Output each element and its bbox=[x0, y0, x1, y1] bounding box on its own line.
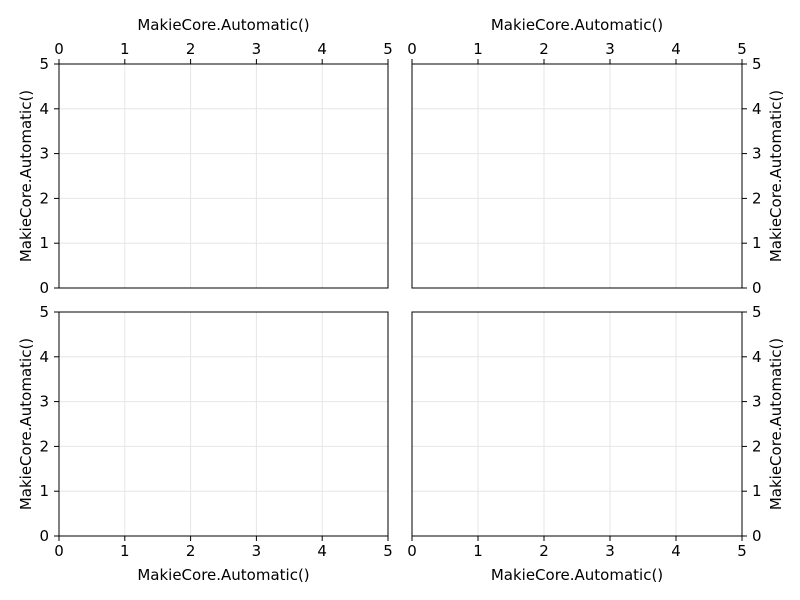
x-tick-label: 4 bbox=[317, 542, 327, 560]
y-tick-label: 2 bbox=[39, 189, 49, 207]
x-tick-label: 5 bbox=[737, 542, 747, 560]
y-tick-label: 2 bbox=[752, 437, 762, 455]
y-tick-label: 1 bbox=[752, 482, 762, 500]
x-tick-label: 4 bbox=[671, 40, 681, 58]
x-tick-label: 4 bbox=[671, 542, 681, 560]
y-tick-label: 5 bbox=[39, 55, 49, 73]
y-tick-label: 3 bbox=[39, 393, 49, 411]
x-tick-label: 3 bbox=[252, 40, 262, 58]
y-tick-label: 0 bbox=[39, 279, 49, 297]
axis-bottom-right: 0 1 2 3 4 5 MakieCore.Automatic() 0 1 2 3 4 5 MakieCo… bbox=[407, 303, 785, 584]
axis-frame bbox=[58, 63, 389, 289]
y-axis-label: MakieCore.Automatic() bbox=[17, 338, 35, 510]
x-axis-label: MakieCore.Automatic() bbox=[137, 566, 309, 584]
x-tick-label: 2 bbox=[186, 542, 196, 560]
axis-frame bbox=[411, 311, 743, 537]
y-tick-label: 2 bbox=[752, 189, 762, 207]
x-tick-label: 5 bbox=[737, 40, 747, 58]
y-tick-label: 4 bbox=[39, 348, 49, 366]
y-tick-label: 2 bbox=[39, 437, 49, 455]
y-tick-label: 3 bbox=[39, 145, 49, 163]
y-tick-label: 4 bbox=[39, 100, 49, 118]
x-tick-label: 3 bbox=[252, 542, 262, 560]
x-tick-label: 1 bbox=[473, 40, 483, 58]
axis-top-right: 0 1 2 3 4 5 MakieCore.Automatic() 0 1 2 3 4 5 MakieCo… bbox=[407, 16, 785, 297]
axis-frame bbox=[411, 63, 743, 289]
axis-bottom-left: 0 1 2 3 4 5MakieCore.Automatic()012345MakieCo… bbox=[17, 303, 393, 584]
x-tick-label: 1 bbox=[473, 542, 483, 560]
y-tick-label: 0 bbox=[752, 279, 762, 297]
y-tick-label: 1 bbox=[39, 234, 49, 252]
y-tick-label: 4 bbox=[752, 100, 762, 118]
y-axis-label: MakieCore.Automatic() bbox=[767, 90, 785, 262]
y-tick-label: 3 bbox=[752, 145, 762, 163]
x-tick-label: 4 bbox=[317, 40, 327, 58]
y-tick-label: 0 bbox=[752, 527, 762, 545]
y-axis-label: MakieCore.Automatic() bbox=[767, 338, 785, 510]
y-tick-label: 3 bbox=[752, 393, 762, 411]
x-tick-label: 3 bbox=[605, 542, 615, 560]
x-axis-label: MakieCore.Automatic() bbox=[491, 566, 663, 584]
x-tick-label: 0 bbox=[54, 542, 64, 560]
y-tick-label: 5 bbox=[39, 303, 49, 321]
x-tick-label: 0 bbox=[407, 40, 417, 58]
x-tick-label: 0 bbox=[54, 40, 64, 58]
x-tick-label: 0 bbox=[407, 542, 417, 560]
x-tick-label: 5 bbox=[383, 542, 393, 560]
x-tick-label: 3 bbox=[605, 40, 615, 58]
x-tick-label: 1 bbox=[120, 40, 130, 58]
x-tick-label: 2 bbox=[539, 542, 549, 560]
x-axis-label: MakieCore.Automatic() bbox=[491, 16, 663, 34]
axis-top-left: 0 1 2 3 4 5MakieCore.Automatic()012345MakieCo… bbox=[17, 16, 393, 297]
y-tick-label: 1 bbox=[39, 482, 49, 500]
x-tick-label: 5 bbox=[383, 40, 393, 58]
y-tick-label: 5 bbox=[752, 55, 762, 73]
y-tick-label: 1 bbox=[752, 234, 762, 252]
x-axis-label: MakieCore.Automatic() bbox=[137, 16, 309, 34]
y-tick-label: 0 bbox=[39, 527, 49, 545]
y-tick-label: 4 bbox=[752, 348, 762, 366]
y-tick-label: 5 bbox=[752, 303, 762, 321]
axis-frame bbox=[58, 311, 389, 537]
x-tick-label: 1 bbox=[120, 542, 130, 560]
y-axis-label: MakieCore.Automatic() bbox=[17, 90, 35, 262]
x-tick-label: 2 bbox=[539, 40, 549, 58]
x-tick-label: 2 bbox=[186, 40, 196, 58]
